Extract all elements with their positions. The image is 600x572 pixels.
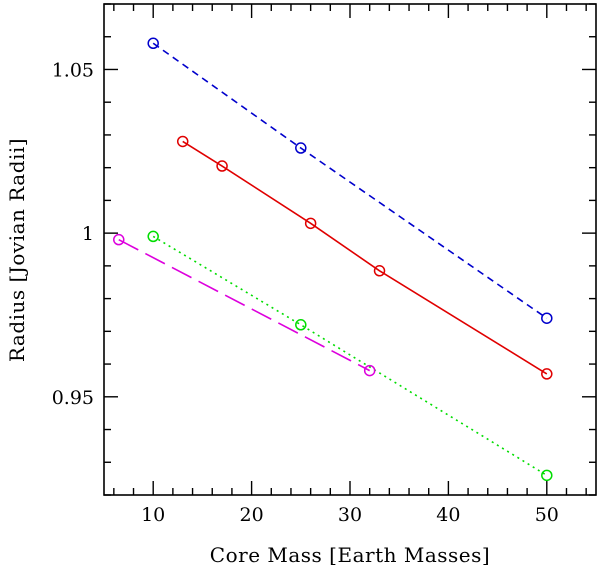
- tick-labels: 10 20 30 40 50 0.95 1 1.05: [52, 59, 559, 526]
- data-point-blue: [147, 37, 159, 50]
- y-tick-label: 1: [82, 223, 94, 245]
- data-point-blue: [541, 312, 553, 324]
- y-axis-label: Radius [Jovian Radii]: [5, 138, 29, 362]
- x-tick-label: 30: [338, 504, 362, 526]
- series-blue: [147, 37, 553, 324]
- data-point-red: [541, 368, 553, 380]
- data-point-magenta: [113, 233, 125, 246]
- data-point-green: [147, 230, 159, 243]
- series-red: [176, 135, 553, 380]
- data-point-red: [304, 217, 317, 230]
- x-axis-label: Core Mass [Earth Masses]: [210, 543, 490, 567]
- series-line-magenta: [118, 238, 371, 372]
- data-point-red: [216, 160, 228, 172]
- series-magenta: [113, 233, 376, 377]
- series-line-green: [152, 235, 548, 477]
- y-tick-label: 0.95: [52, 387, 94, 409]
- axis-ticks: [104, 3, 596, 496]
- data-point-blue: [295, 142, 307, 154]
- x-tick-label: 20: [240, 504, 264, 526]
- data-point-green: [295, 319, 307, 331]
- series-line-blue: [152, 42, 548, 319]
- data-point-green: [541, 469, 553, 482]
- data-point-red: [176, 135, 189, 148]
- data-point-red: [373, 265, 386, 277]
- series-group: [113, 37, 553, 482]
- series-green: [147, 230, 553, 482]
- y-tick-label: 1.05: [52, 59, 94, 81]
- x-tick-label: 10: [141, 504, 165, 526]
- data-point-magenta: [363, 364, 376, 377]
- series-line-red: [182, 140, 548, 375]
- x-tick-label: 50: [535, 504, 559, 526]
- x-tick-label: 40: [436, 504, 460, 526]
